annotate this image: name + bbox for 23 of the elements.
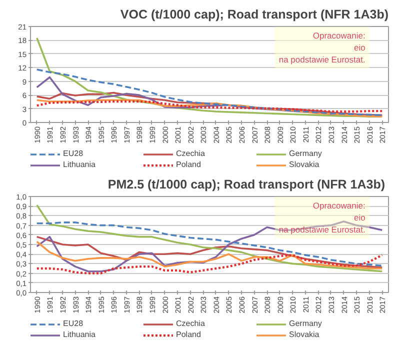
legend-label: Slovakia <box>289 330 320 339</box>
line-series <box>36 240 384 270</box>
line-series <box>36 236 384 268</box>
legend-label: EU28 <box>63 319 84 328</box>
legend-label: Slovakia <box>289 160 320 169</box>
line-series <box>36 254 384 274</box>
legend-label: EU28 <box>63 149 84 158</box>
legend-label: Lithuania <box>63 160 96 169</box>
line-series <box>36 100 384 113</box>
chart-title: PM2.5 (t/1000 cap); Road transport (NFR 1A3b) <box>108 178 386 192</box>
annotation: Opracowanie: eio na podstawie Eurostat. <box>278 30 366 65</box>
legend-label: Czechia <box>176 319 206 328</box>
legend-label: Czechia <box>176 149 206 158</box>
line-series <box>36 68 384 116</box>
line-series <box>36 99 384 118</box>
annotation: Opracowanie: eio na podstawie Eurostat. <box>278 200 366 235</box>
legend-label: Germany <box>289 149 323 158</box>
legend-label: Poland <box>176 330 202 339</box>
legend-label: Germany <box>289 319 323 328</box>
legend-label: Lithuania <box>63 330 96 339</box>
line-series <box>36 204 384 272</box>
chart-title: VOC (t/1000 cap); Road transport (NFR 1A3b) <box>120 8 389 22</box>
legend-label: Poland <box>176 160 202 169</box>
